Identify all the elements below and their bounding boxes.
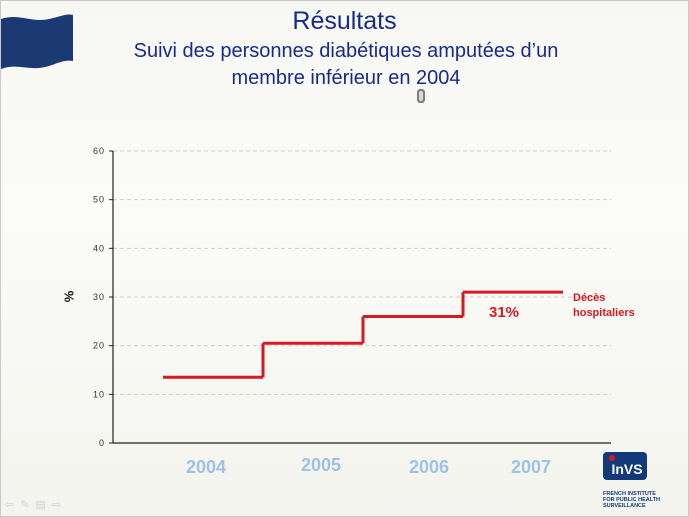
logo-brand: InVS: [611, 461, 642, 477]
slide-title: Résultats: [292, 7, 397, 35]
subtitle-line-2: membre inférieur en 2004: [231, 67, 461, 89]
y-tick-label: 30: [93, 292, 105, 302]
y-tick-label: 60: [93, 146, 105, 156]
logo-line-3: SURVEILLANCE: [603, 503, 646, 509]
logo-line-1: FRENCH INSTITUTE: [603, 491, 656, 497]
series-label-line-1: Décès: [573, 292, 606, 304]
nav-pen-icon[interactable]: ✎: [20, 499, 30, 511]
x-label-2005: 2005: [300, 455, 342, 475]
series-label: Décès hospitaliers: [573, 291, 673, 321]
invs-logo-mark: InVS: [603, 452, 647, 480]
nav-next-icon[interactable]: ⇨: [51, 499, 62, 511]
y-tick-label: 20: [93, 341, 105, 351]
y-tick-label: 0: [99, 438, 105, 448]
series-label-line-2: hospitaliers: [573, 307, 635, 319]
y-tick-label: 50: [93, 195, 105, 205]
y-tick-label: 40: [93, 243, 105, 253]
logo-line-2: FOR PUBLIC HEALTH: [603, 497, 661, 503]
logo-caption: FRENCH INSTITUTE FOR PUBLIC HEALTH SURVE…: [603, 491, 683, 509]
y-tick-label: 10: [93, 389, 105, 399]
flag-icon: [1, 14, 73, 70]
value-label: 31%: [489, 304, 520, 321]
nav-menu-icon[interactable]: ▤: [35, 499, 46, 511]
invs-logo: InVS FRENCH INSTITUTE FOR PUBLIC HEALTH …: [603, 450, 683, 509]
speaker-icon[interactable]: [415, 87, 427, 105]
x-label-2007: 2007: [510, 457, 552, 477]
x-label-2006: 2006: [408, 457, 450, 477]
x-label-2004: 2004: [185, 457, 227, 477]
slide-subtitle: Suivi des personnes diabétiques amputées…: [61, 38, 631, 92]
slide-nav: ⇦ ✎ ▤ ⇨: [5, 498, 61, 511]
y-axis-label: %: [61, 290, 77, 303]
nav-prev-icon[interactable]: ⇦: [5, 499, 15, 511]
subtitle-line-1: Suivi des personnes diabétiques amputées…: [133, 40, 559, 62]
